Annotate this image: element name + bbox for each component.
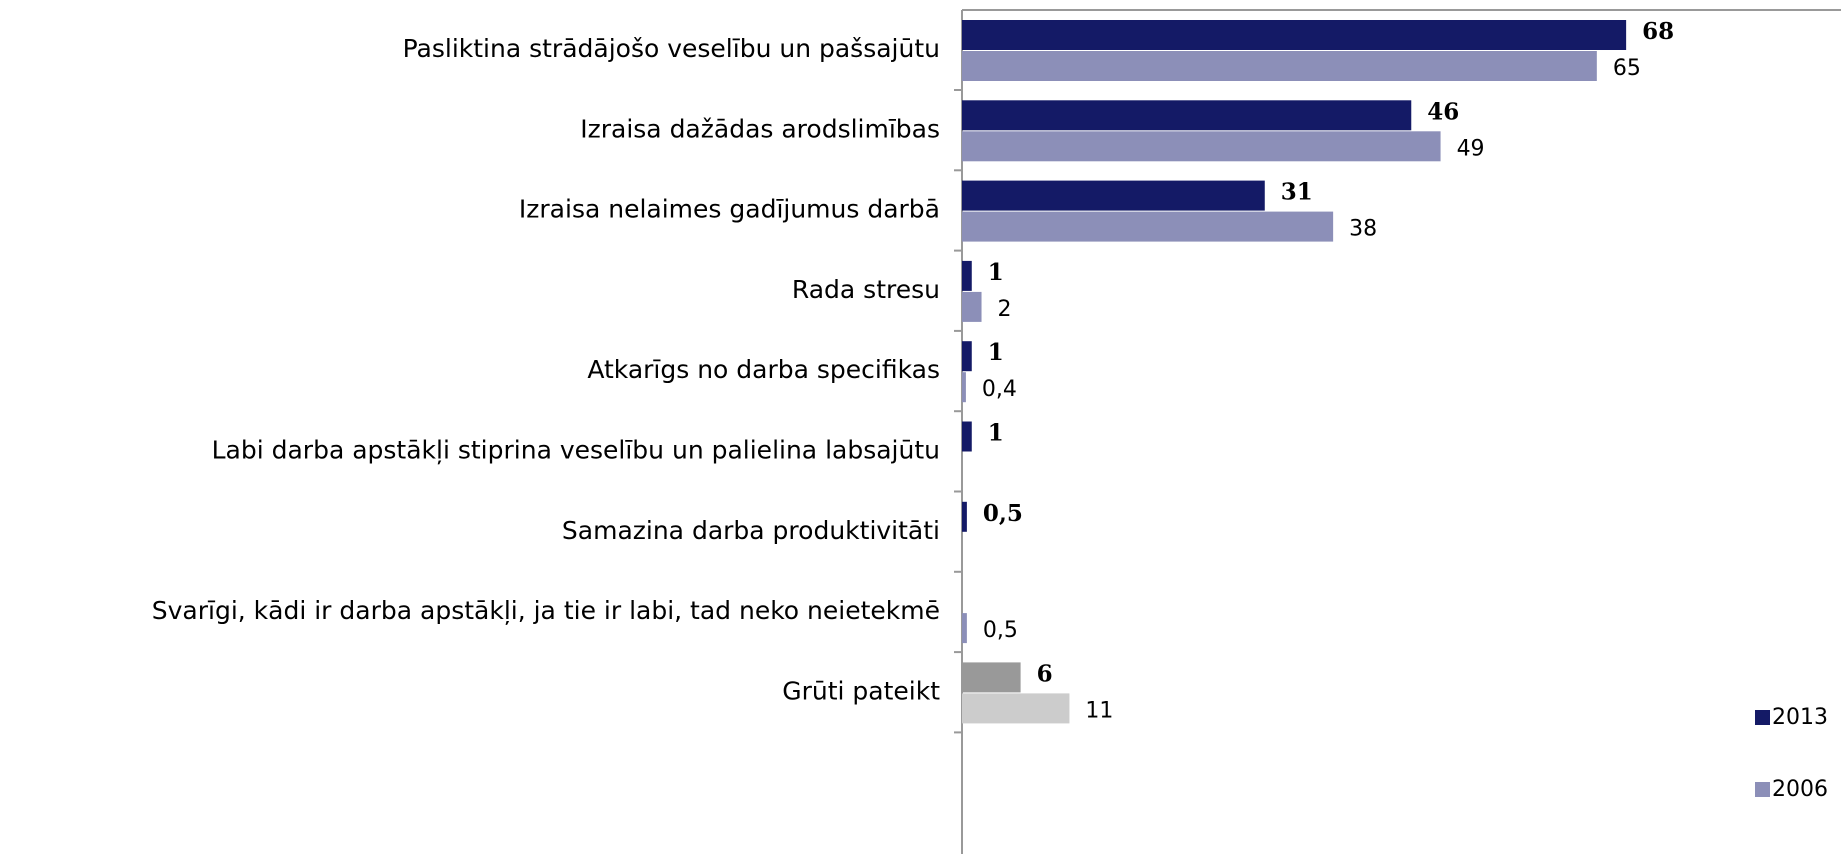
category-label: Atkarīgs no darba specifikas bbox=[587, 355, 940, 384]
bar bbox=[962, 51, 1597, 81]
category-label: Labi darba apstākļi stiprina veselību un… bbox=[212, 436, 940, 465]
value-label: 1 bbox=[988, 420, 1004, 447]
category-label: Pasliktina strādājošo veselību un pašsaj… bbox=[403, 34, 940, 63]
value-label: 38 bbox=[1349, 217, 1377, 242]
value-label: 0,5 bbox=[983, 618, 1018, 643]
legend-swatch bbox=[1755, 782, 1770, 797]
value-label: 1 bbox=[988, 259, 1004, 286]
bar bbox=[962, 291, 982, 322]
bar bbox=[962, 662, 1021, 693]
category-label: Samazina darba produktivitāti bbox=[562, 516, 940, 545]
bar bbox=[962, 131, 1441, 162]
bar bbox=[962, 20, 1627, 50]
value-label: 0,5 bbox=[983, 500, 1023, 527]
legend-label: 2006 bbox=[1772, 777, 1828, 802]
bar bbox=[962, 693, 1070, 724]
legend-label: 2013 bbox=[1772, 705, 1828, 730]
category-label: Svarīgi, kādi ir darba apstākļi, ja tie … bbox=[152, 596, 940, 625]
value-label: 2 bbox=[998, 297, 1012, 322]
value-label: 46 bbox=[1427, 98, 1459, 125]
bar bbox=[962, 341, 972, 372]
bar bbox=[962, 260, 972, 291]
bar bbox=[962, 372, 966, 403]
category-label: Izraisa dažādas arodslimības bbox=[580, 114, 940, 143]
category-label: Izraisa nelaimes gadījumus darbā bbox=[519, 195, 940, 224]
bar bbox=[962, 421, 972, 452]
value-label: 0,4 bbox=[982, 377, 1017, 402]
legend-swatch bbox=[1755, 710, 1770, 725]
value-label: 49 bbox=[1457, 136, 1485, 161]
value-label: 1 bbox=[988, 339, 1004, 366]
bar bbox=[962, 100, 1412, 131]
bar bbox=[962, 211, 1334, 242]
value-label: 11 bbox=[1085, 698, 1113, 723]
bar bbox=[962, 613, 967, 644]
bar bbox=[962, 501, 967, 532]
bar bbox=[962, 180, 1265, 211]
category-label: Grūti pateikt bbox=[782, 676, 940, 705]
value-label: 31 bbox=[1281, 179, 1313, 206]
category-label: Rada stresu bbox=[792, 275, 940, 304]
value-label: 65 bbox=[1613, 56, 1641, 81]
value-label: 6 bbox=[1037, 660, 1053, 687]
value-label: 68 bbox=[1642, 18, 1674, 45]
